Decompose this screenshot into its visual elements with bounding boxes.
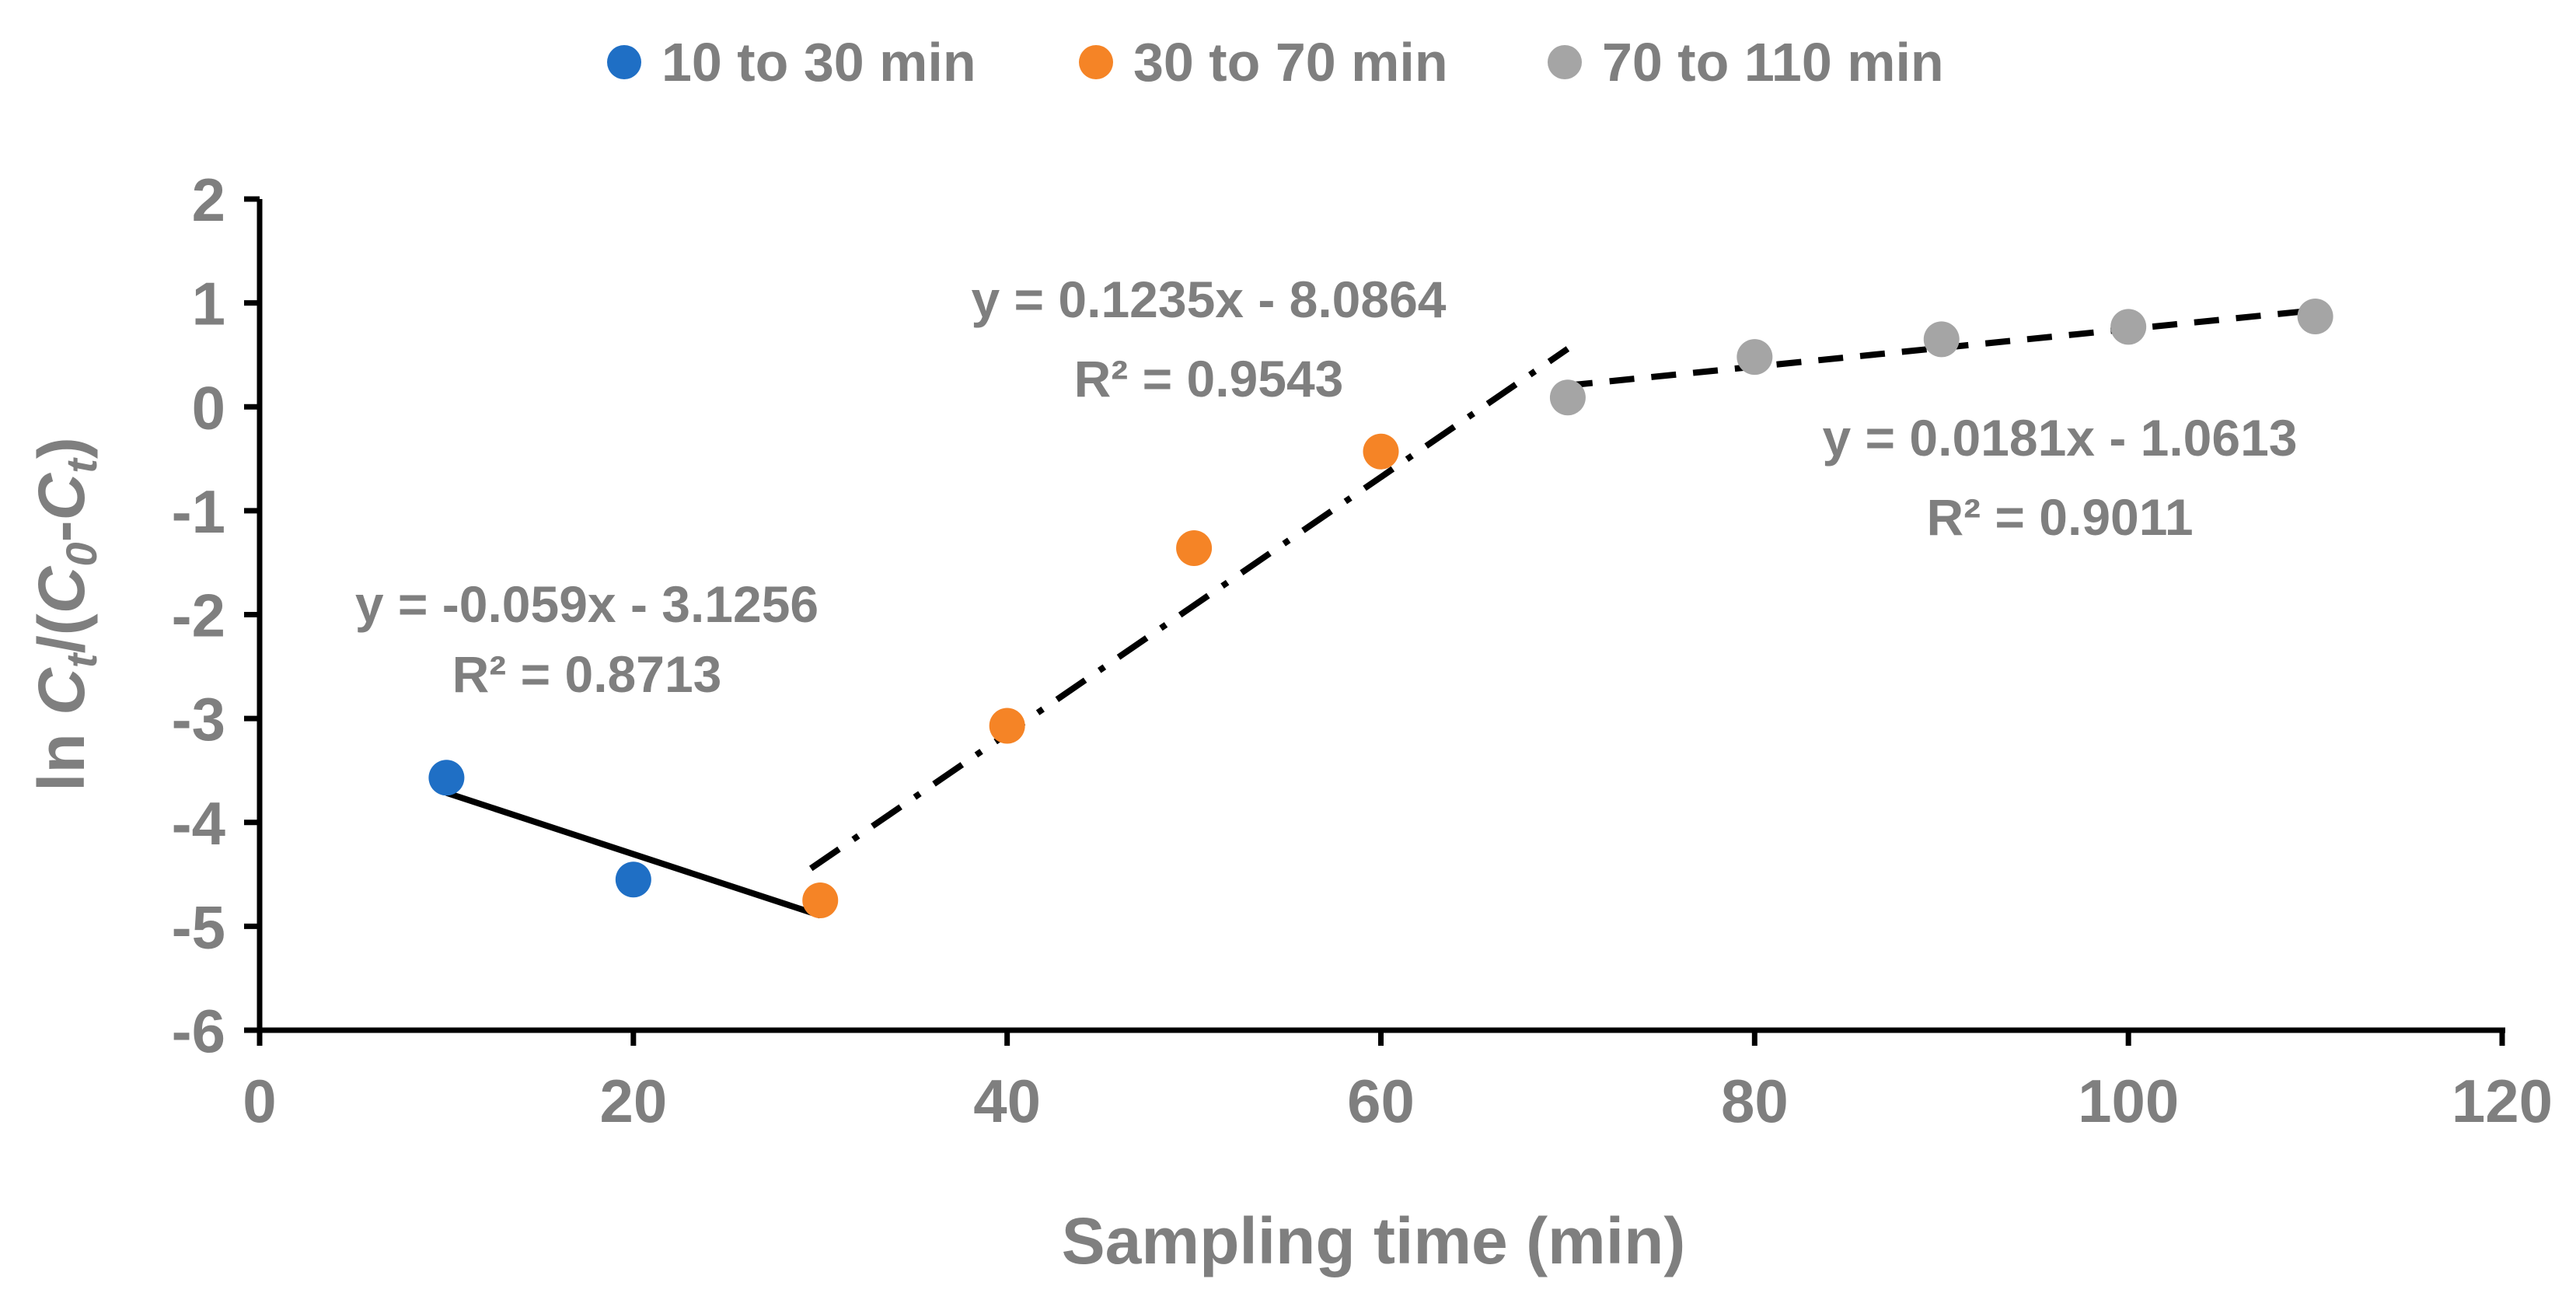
trendline-r2: R² = 0.9543: [1074, 350, 1344, 407]
y-tick-label: 2: [192, 166, 225, 234]
y-axis-title: ln Ct/(C0-Ct): [25, 437, 106, 792]
legend-label-30-to-70-min: 30 to 70 min: [1133, 32, 1448, 93]
data-point-70-to-110-min: [1549, 379, 1586, 416]
y-tick-label: -3: [172, 685, 225, 753]
trendline-10-to-30-min: [445, 789, 822, 919]
data-points: [428, 298, 2333, 918]
x-tick-label: 20: [599, 1067, 667, 1135]
legend-item-10-to-30-min: 10 to 30 min: [607, 32, 976, 93]
annotation-70-to-110-min: y = 0.0181x - 1.0613 R² = 0.9011: [1822, 409, 2297, 546]
x-tick-label: 40: [973, 1067, 1041, 1135]
data-point-70-to-110-min: [2110, 309, 2147, 345]
legend-item-70-to-110-min: 70 to 110 min: [1548, 32, 1944, 93]
x-tick-label: 0: [243, 1067, 276, 1135]
legend-item-30-to-70-min: 30 to 70 min: [1079, 32, 1448, 93]
y-tick-label: 0: [192, 373, 225, 442]
y-tick-label: -2: [172, 582, 225, 650]
data-point-30-to-70-min: [802, 882, 839, 918]
data-point-10-to-30-min: [615, 861, 651, 898]
data-point-70-to-110-min: [1737, 339, 1773, 376]
data-point-70-to-110-min: [2297, 298, 2333, 334]
trendlines: [445, 307, 2316, 919]
trendline-30-to-70-min: [808, 346, 1570, 872]
x-axis-title: Sampling time (min): [1062, 1204, 1686, 1277]
y-tick-label: -4: [172, 789, 225, 858]
y-tick-label: -6: [172, 997, 225, 1065]
annotation-30-to-70-min: y = 0.1235x - 8.0864 R² = 0.9543: [971, 271, 1446, 407]
y-axis-title-text: ln Ct/(C0-Ct): [25, 437, 106, 792]
annotation-10-to-30-min: y = -0.059x - 3.1256 R² = 0.8713: [355, 575, 819, 703]
trendline-r2: R² = 0.8713: [452, 645, 722, 703]
data-point-30-to-70-min: [1363, 433, 1399, 470]
legend: 10 to 30 min 30 to 70 min 70 to 110 min: [607, 32, 1944, 93]
legend-marker-30-to-70-min: [1079, 45, 1113, 79]
trendline-annotations: y = -0.059x - 3.1256 R² = 0.8713 y = 0.123…: [355, 271, 2298, 703]
y-tick-label: -5: [172, 893, 225, 961]
legend-marker-10-to-30-min: [607, 45, 641, 79]
trendline-equation: y = -0.059x - 3.1256: [355, 575, 819, 633]
legend-label-10-to-30-min: 10 to 30 min: [661, 32, 976, 93]
data-point-10-to-30-min: [428, 760, 465, 796]
y-tick-label: 1: [192, 270, 225, 338]
legend-marker-70-to-110-min: [1548, 45, 1582, 79]
x-tick-label: 120: [2452, 1067, 2553, 1135]
x-tick-label: 80: [1721, 1067, 1789, 1135]
trendline-equation: y = 0.0181x - 1.0613: [1822, 409, 2297, 467]
data-point-30-to-70-min: [1176, 529, 1213, 566]
x-tick-label: 100: [2078, 1067, 2179, 1135]
x-tick-label: 60: [1347, 1067, 1415, 1135]
trendline-equation: y = 0.1235x - 8.0864: [971, 271, 1446, 328]
y-tick-label: -1: [172, 477, 225, 546]
data-point-30-to-70-min: [989, 708, 1025, 744]
legend-label-70-to-110-min: 70 to 110 min: [1602, 32, 1944, 93]
trendline-r2: R² = 0.9011: [1926, 488, 2193, 546]
data-point-70-to-110-min: [1923, 321, 1960, 358]
